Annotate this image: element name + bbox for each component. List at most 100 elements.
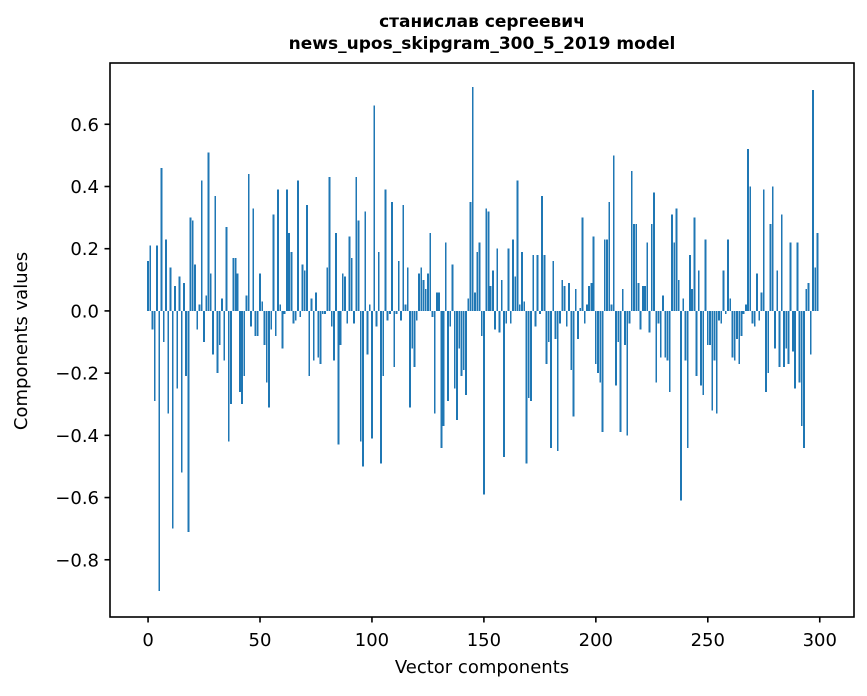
- bar: [592, 236, 595, 311]
- bar: [328, 177, 331, 311]
- bar: [353, 310, 355, 324]
- bar: [384, 189, 387, 311]
- bar: [621, 289, 624, 311]
- bar: [350, 258, 353, 311]
- bar: [297, 180, 299, 311]
- bar: [635, 223, 638, 311]
- bar: [440, 310, 443, 448]
- y-axis-label: Components values: [11, 251, 32, 431]
- bar: [715, 310, 718, 414]
- bar: [230, 310, 232, 405]
- bar: [198, 304, 201, 311]
- bar: [176, 310, 179, 389]
- bar: [666, 310, 669, 361]
- bar: [303, 270, 306, 311]
- bar: [807, 282, 810, 311]
- bar: [357, 220, 360, 311]
- bar: [415, 310, 418, 321]
- bar: [153, 310, 156, 402]
- bar: [572, 310, 575, 417]
- bar: [243, 310, 246, 377]
- bar: [451, 264, 454, 311]
- bar: [312, 310, 315, 361]
- bar: [480, 310, 483, 336]
- bar: [200, 180, 203, 311]
- y-tick-label: 0.4: [70, 177, 99, 198]
- bar: [675, 208, 678, 311]
- bar: [169, 267, 172, 311]
- bar: [543, 254, 546, 311]
- bar: [646, 242, 649, 311]
- bar: [673, 242, 676, 311]
- bar: [147, 261, 149, 311]
- bar: [541, 195, 544, 311]
- bar: [547, 310, 550, 343]
- bar: [677, 279, 680, 311]
- bar: [158, 310, 161, 591]
- bar: [335, 233, 338, 311]
- bar: [438, 292, 441, 311]
- bar: [724, 310, 727, 315]
- bar: [485, 208, 488, 311]
- bar: [686, 310, 689, 448]
- bar: [729, 298, 732, 311]
- bar: [516, 180, 519, 311]
- bar: [794, 310, 797, 389]
- bar: [348, 236, 351, 311]
- bar: [545, 310, 548, 364]
- bar: [418, 273, 420, 311]
- bar: [498, 310, 501, 333]
- bar: [509, 310, 512, 324]
- bar: [431, 310, 434, 318]
- bar: [630, 170, 633, 311]
- bar: [395, 310, 398, 315]
- bar: [355, 177, 358, 311]
- bar: [561, 279, 564, 311]
- bar: [292, 310, 295, 324]
- bar: [762, 189, 765, 311]
- bar: [165, 239, 167, 311]
- chart-title-line-1: станислав сергеевич: [379, 12, 585, 32]
- bar: [196, 310, 199, 330]
- bar: [306, 205, 308, 311]
- bar: [536, 254, 539, 311]
- bar: [812, 90, 814, 311]
- bar: [252, 208, 255, 311]
- bar: [433, 310, 436, 414]
- bar: [268, 310, 270, 408]
- bar: [189, 217, 192, 311]
- bar: [742, 310, 745, 315]
- bar: [527, 310, 530, 399]
- bar: [274, 310, 277, 336]
- bar: [671, 214, 673, 311]
- bar: [261, 301, 264, 311]
- bar: [749, 186, 752, 311]
- bar: [780, 214, 783, 311]
- bar: [294, 310, 297, 321]
- bar: [693, 217, 696, 311]
- bar: [512, 239, 514, 311]
- bar: [727, 239, 729, 311]
- bar: [568, 282, 570, 311]
- bar: [740, 310, 743, 336]
- bar: [552, 261, 555, 311]
- bar: [668, 310, 671, 392]
- bar: [236, 273, 239, 311]
- bar: [388, 310, 391, 315]
- bar: [805, 289, 808, 311]
- bar: [494, 310, 496, 330]
- bar: [194, 264, 196, 311]
- bar: [491, 270, 494, 311]
- bar: [301, 264, 304, 311]
- bar: [321, 310, 324, 315]
- bar: [171, 310, 174, 529]
- bar: [283, 310, 286, 315]
- bar: [556, 310, 559, 451]
- bar: [767, 310, 770, 374]
- x-tick-label: 250: [691, 630, 725, 651]
- bar: [538, 310, 541, 315]
- bar: [326, 267, 329, 311]
- bar: [474, 292, 476, 311]
- bar: [615, 310, 617, 386]
